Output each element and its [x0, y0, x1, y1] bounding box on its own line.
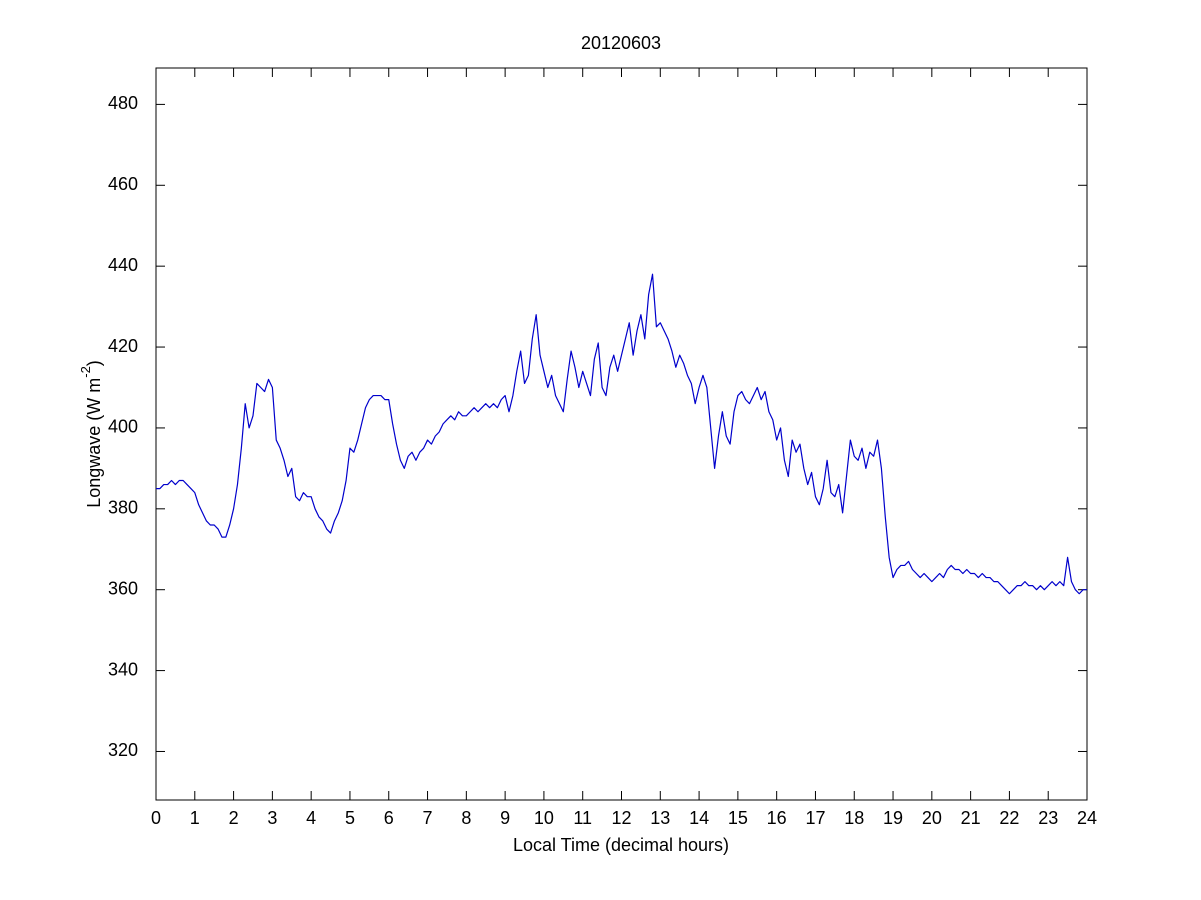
plot-area — [155, 67, 1088, 801]
chart-title: 20120603 — [581, 33, 661, 53]
x-tick-label: 23 — [1038, 808, 1058, 828]
x-tick-label: 6 — [384, 808, 394, 828]
y-tick-label: 480 — [108, 93, 138, 113]
y-tick-label: 360 — [108, 578, 138, 598]
x-tick-label: 11 — [573, 808, 592, 828]
x-tick-label: 4 — [306, 808, 316, 828]
y-tick-label: 440 — [108, 255, 138, 275]
x-tick-label: 19 — [883, 808, 903, 828]
x-axis-label: Local Time (decimal hours) — [513, 835, 729, 855]
y-tick-label: 340 — [108, 659, 138, 679]
data-line — [156, 273, 1087, 595]
x-tick-label: 9 — [500, 808, 510, 828]
x-tick-label: 14 — [689, 808, 709, 828]
x-tick-label: 7 — [423, 808, 433, 828]
y-axis-label-close: ) — [84, 360, 104, 366]
y-tick-label: 420 — [108, 336, 138, 356]
y-tick-label: 380 — [108, 498, 138, 518]
x-tick-label: 0 — [151, 808, 161, 828]
x-tick-label: 5 — [345, 808, 355, 828]
x-tick-label: 10 — [534, 808, 554, 828]
x-tick-label: 18 — [844, 808, 864, 828]
x-tick-label: 24 — [1077, 808, 1097, 828]
x-tick-label: 13 — [650, 808, 670, 828]
x-tick-label: 3 — [267, 808, 277, 828]
x-tick-label: 20 — [922, 808, 942, 828]
x-tick-label: 8 — [461, 808, 471, 828]
x-tick-label: 16 — [767, 808, 787, 828]
y-tick-label: 400 — [108, 417, 138, 437]
y-axis-label-text: Longwave (W m — [84, 378, 104, 508]
x-tick-label: 21 — [961, 808, 981, 828]
x-tick-label: 1 — [190, 808, 200, 828]
y-axis-label-exponent: -2 — [78, 366, 93, 378]
y-tick-label: 460 — [108, 174, 138, 194]
y-axis-label: Longwave (W m-2) — [78, 360, 103, 508]
x-tick-label: 22 — [999, 808, 1019, 828]
x-tick-label: 15 — [728, 808, 748, 828]
x-tick-label: 17 — [805, 808, 825, 828]
y-tick-label: 320 — [108, 740, 138, 760]
x-tick-label: 12 — [611, 808, 631, 828]
x-tick-label: 2 — [229, 808, 239, 828]
